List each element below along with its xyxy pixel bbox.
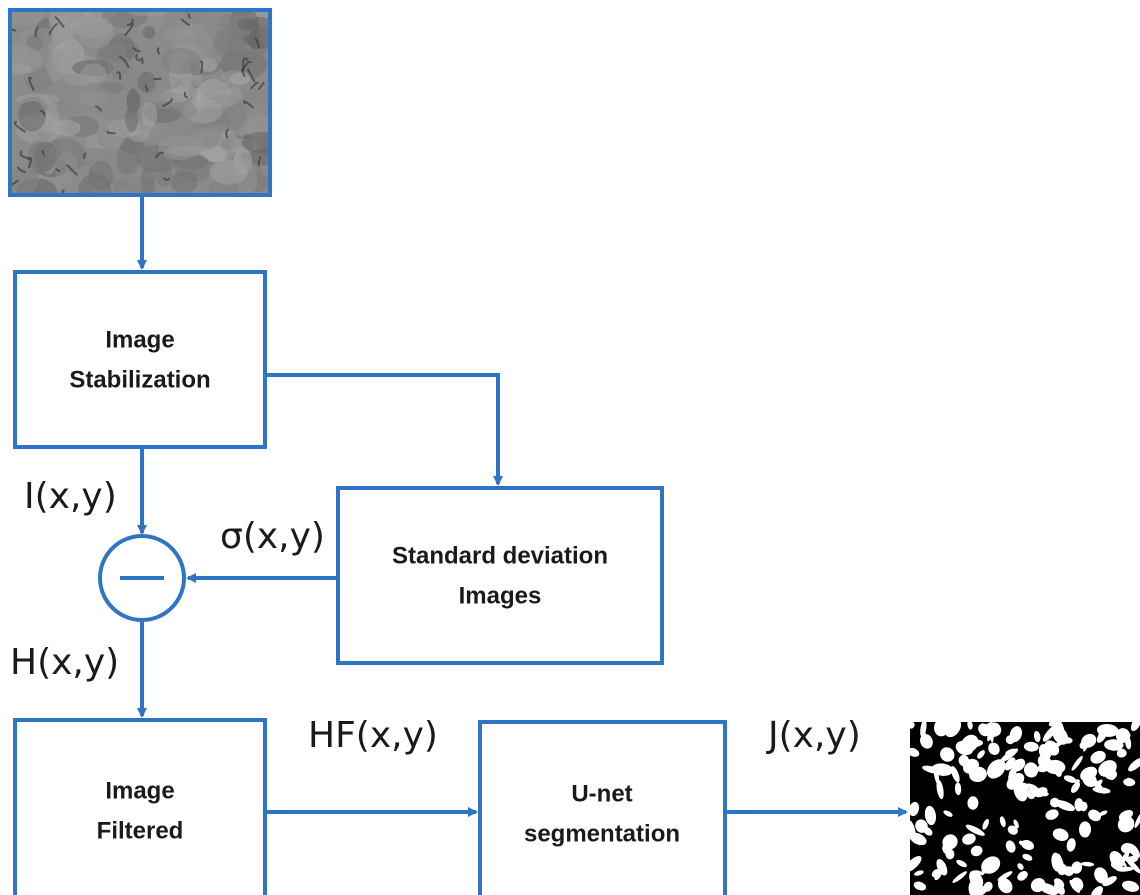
texture-blob bbox=[143, 26, 156, 39]
texture-blob bbox=[171, 170, 198, 193]
node-box bbox=[15, 720, 265, 895]
output-image bbox=[902, 713, 1140, 895]
arrow bbox=[265, 375, 498, 484]
texture-blob bbox=[150, 123, 165, 141]
page: Image Stabilization Standard deviation I… bbox=[0, 0, 1140, 895]
texture-blob bbox=[18, 101, 46, 132]
node-box bbox=[338, 488, 662, 663]
texture-blob bbox=[129, 130, 150, 142]
texture-blob bbox=[59, 140, 71, 150]
node-box bbox=[480, 722, 725, 895]
node-label: Image bbox=[105, 326, 174, 353]
node-label: Stabilization bbox=[69, 366, 210, 393]
edge-label: H(x,y) bbox=[10, 642, 119, 683]
texture-blob bbox=[52, 120, 81, 136]
texture-blob bbox=[242, 132, 283, 154]
edge-label: J(x,y) bbox=[766, 715, 861, 756]
texture-blob bbox=[220, 139, 237, 150]
texture-blob bbox=[116, 142, 139, 176]
texture-blob bbox=[162, 48, 200, 75]
edge-label: HF(x,y) bbox=[308, 715, 438, 756]
texture-blob bbox=[2, 43, 31, 60]
texture-blob bbox=[243, 88, 282, 104]
node-label: Image bbox=[105, 777, 174, 804]
texture-blob bbox=[47, 50, 63, 82]
texture-blob bbox=[237, 18, 259, 30]
texture-blob bbox=[230, 73, 251, 85]
texture-blob bbox=[178, 102, 196, 119]
node-label: Filtered bbox=[97, 817, 184, 844]
texture-blob bbox=[125, 106, 138, 132]
diagram: Image Stabilization Standard deviation I… bbox=[0, 0, 1140, 895]
texture-blob bbox=[213, 28, 245, 58]
node-label: U-net bbox=[571, 780, 632, 807]
edge-label: I(x,y) bbox=[24, 476, 117, 517]
texture-blob bbox=[155, 160, 173, 187]
node-label: Images bbox=[459, 582, 542, 609]
node-label: Standard deviation bbox=[392, 542, 608, 569]
texture-blob bbox=[210, 160, 248, 185]
texture-blob bbox=[142, 102, 158, 127]
node-box bbox=[15, 272, 265, 447]
texture-blob bbox=[77, 15, 113, 48]
texture-blob bbox=[28, 141, 50, 175]
edge-label: σ(x,y) bbox=[220, 516, 325, 557]
texture-blob bbox=[158, 135, 202, 160]
texture-blob bbox=[141, 166, 155, 195]
segment-blob bbox=[1074, 798, 1083, 811]
texture-blob bbox=[72, 85, 113, 109]
input-image bbox=[0, 0, 288, 211]
texture-blob bbox=[88, 161, 113, 191]
texture-blob bbox=[56, 152, 78, 187]
texture-blob bbox=[80, 63, 106, 83]
node-label: segmentation bbox=[524, 820, 680, 847]
